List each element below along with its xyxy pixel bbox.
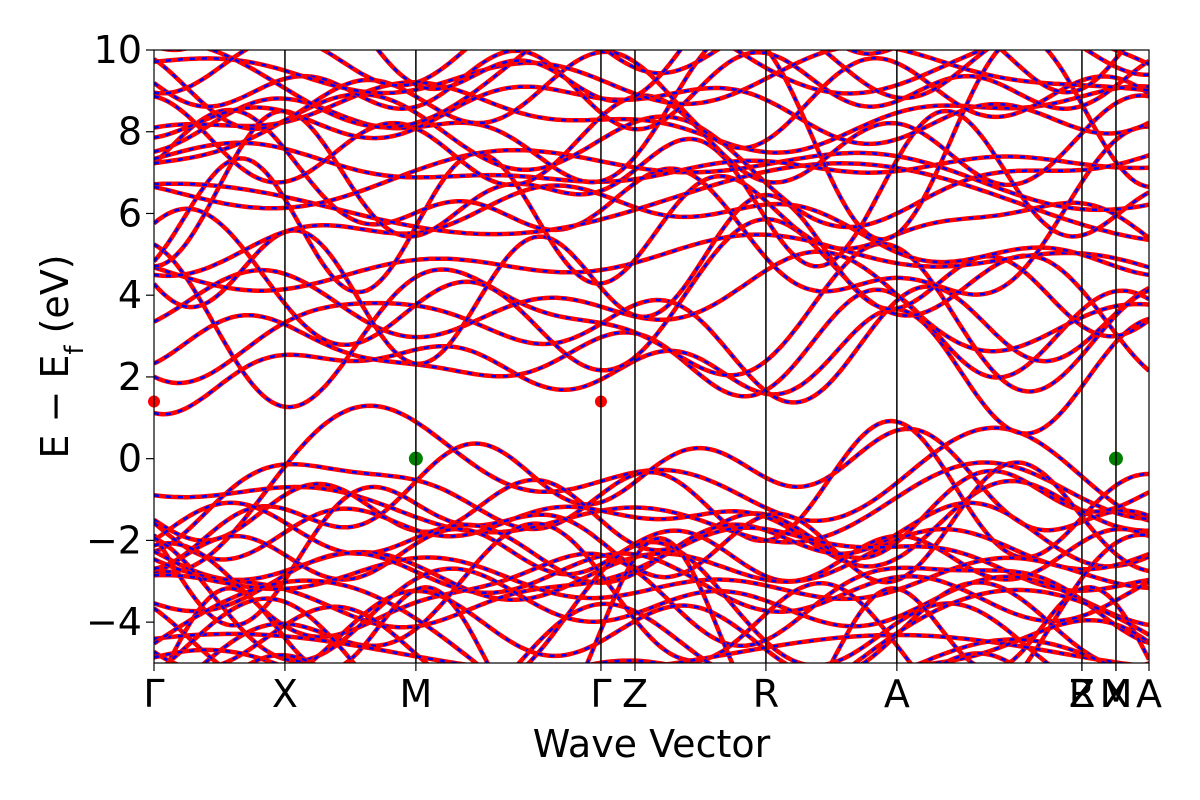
x-tick-label-7: Z bbox=[1069, 672, 1095, 716]
band-line-down-46 bbox=[154, 50, 1149, 106]
y-tick-label-4: 4 bbox=[118, 273, 142, 317]
band-line-down-39 bbox=[154, 92, 1149, 229]
band-line-down-4 bbox=[154, 469, 1149, 560]
band-line-up-26 bbox=[154, 284, 1149, 405]
band-line-down-12 bbox=[154, 551, 1149, 623]
x-tick-label-1: X bbox=[272, 672, 298, 716]
y-tick-label-6: 8 bbox=[118, 110, 142, 154]
band-line-down-28 bbox=[154, 250, 1149, 353]
x-axis-label: Wave Vector bbox=[533, 722, 771, 766]
band-line-down-13 bbox=[154, 542, 1149, 648]
band-line-up-24 bbox=[154, 306, 1149, 436]
band-line-down-33 bbox=[154, 152, 1149, 294]
y-axis-label-subscript: f bbox=[60, 345, 90, 355]
band-line-up-6 bbox=[154, 460, 1149, 628]
band-line-down-38 bbox=[154, 141, 1149, 183]
band-line-down-24 bbox=[154, 307, 1149, 435]
band-line-up-23 bbox=[246, 651, 1015, 663]
band-line-down-35 bbox=[154, 162, 1149, 242]
y-tick-label-2: 0 bbox=[118, 437, 142, 481]
band-line-down-5 bbox=[154, 479, 1149, 568]
band-line-up-18 bbox=[165, 536, 1149, 663]
band-line-down-3 bbox=[154, 461, 1149, 544]
kpoint-lines-group bbox=[284, 50, 1117, 663]
band-line-down-27 bbox=[154, 242, 1149, 409]
band-line-down-32 bbox=[154, 184, 1149, 278]
y-tick-label-1: −2 bbox=[86, 518, 142, 562]
y-axis-label-part: E − E bbox=[33, 355, 77, 459]
y-axis-label-unit: (eV) bbox=[33, 254, 77, 345]
band-lines-group bbox=[154, 50, 1149, 663]
band-line-up-44 bbox=[154, 50, 1149, 151]
y-ticks-group: −4 −2 0 2 4 6 8 10 bbox=[86, 28, 154, 644]
band-line-up-3 bbox=[154, 460, 1149, 545]
band-line-down-30 bbox=[154, 193, 1149, 365]
x-tick-label-11: A bbox=[1136, 672, 1162, 716]
y-tick-label-7: 10 bbox=[94, 28, 142, 72]
band-line-down-31 bbox=[154, 233, 1149, 292]
x-tick-label-3: Γ bbox=[590, 672, 611, 716]
band-line-down-21 bbox=[154, 579, 1149, 663]
band-line-down-37 bbox=[154, 148, 1149, 212]
y-tick-label-5: 6 bbox=[118, 191, 142, 235]
band-line-up-29 bbox=[154, 206, 1149, 373]
band-line-up-15 bbox=[201, 521, 1149, 663]
band-line-down-23 bbox=[248, 652, 1013, 663]
band-line-down-2 bbox=[154, 419, 1149, 559]
x-tick-label-4: Z bbox=[622, 672, 648, 716]
x-tick-label-0: Γ bbox=[143, 672, 164, 716]
band-line-up-22 bbox=[154, 637, 1111, 663]
y-axis-label: E − Ef (eV) bbox=[33, 254, 90, 458]
band-line-down-8 bbox=[154, 527, 1149, 583]
band-line-down-36 bbox=[154, 109, 1149, 268]
plot-frame bbox=[153, 49, 1150, 664]
band-line-down-34 bbox=[154, 108, 1149, 296]
x-tick-label-10: M bbox=[1100, 672, 1133, 716]
y-tick-label-3: 2 bbox=[118, 355, 142, 399]
x-tick-label-2: M bbox=[399, 672, 432, 716]
band-line-down-10 bbox=[154, 526, 1149, 629]
band-line-up-49 bbox=[159, 50, 1126, 104]
band-line-down-47 bbox=[208, 50, 1149, 129]
band-line-down-17 bbox=[154, 581, 1149, 663]
band-line-down-22 bbox=[154, 638, 1109, 663]
x-tick-label-5: R bbox=[753, 672, 779, 716]
x-tick-label-8: R bbox=[1069, 672, 1095, 716]
band-line-down-48 bbox=[154, 50, 1149, 100]
y-tick-label-0: −4 bbox=[86, 600, 142, 644]
x-tick-label-9: X bbox=[1103, 672, 1129, 716]
band-line-down-26 bbox=[154, 285, 1149, 404]
band-line-down-45 bbox=[154, 50, 1149, 131]
x-ticks-group: Γ X M Γ Z R A ZR XM A bbox=[143, 663, 1162, 716]
x-tick-label-6: A bbox=[884, 672, 910, 716]
band-line-up-11 bbox=[154, 555, 1149, 602]
